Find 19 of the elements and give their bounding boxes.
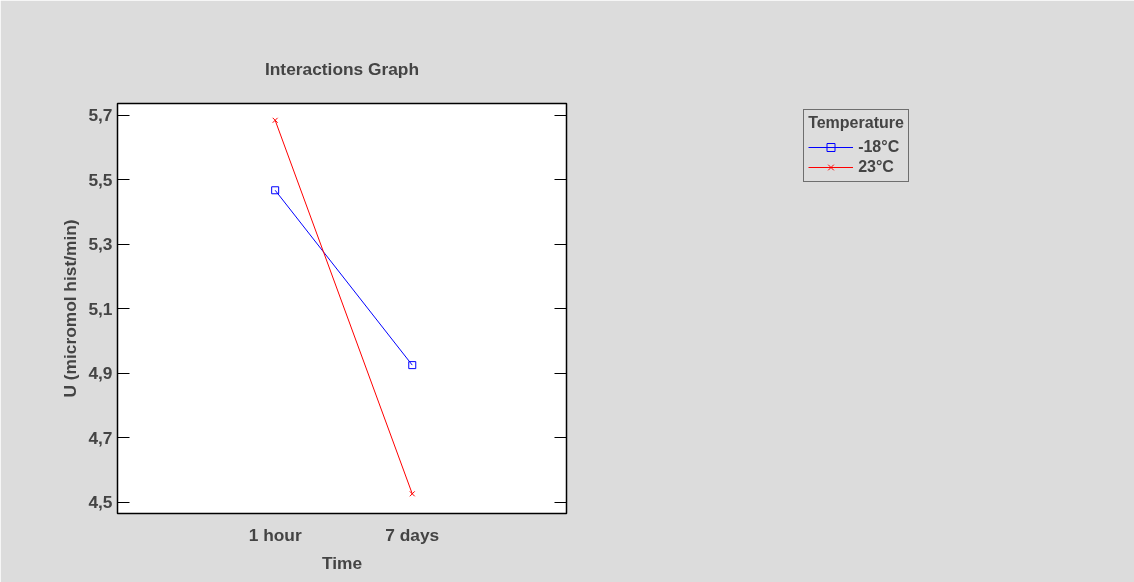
y-tick-label: 4,5 — [88, 492, 113, 513]
y-tick-label: 5,3 — [88, 234, 113, 255]
point — [271, 186, 280, 195]
point — [408, 361, 417, 370]
y-tick-label: 5,7 — [88, 105, 113, 126]
y-axis-title: U (micromol hist/min) — [60, 219, 81, 398]
point — [272, 117, 279, 124]
y-tick-label: 4,7 — [88, 427, 113, 448]
x-tick-label: 1 hour — [248, 524, 302, 545]
y-tick-label: 5,5 — [88, 169, 113, 190]
chart-title: Interactions Graph — [264, 58, 420, 79]
legend-label: 23°C — [858, 158, 894, 176]
y-tick-label: 4,9 — [88, 363, 113, 384]
y-tick-label: 5,1 — [88, 298, 113, 319]
x-axis-title: Time — [321, 552, 363, 573]
point — [409, 490, 416, 497]
x-tick-label: 7 days — [385, 524, 440, 545]
legend-label: -18°C — [858, 138, 900, 156]
legend-title: Temperature — [808, 114, 904, 132]
